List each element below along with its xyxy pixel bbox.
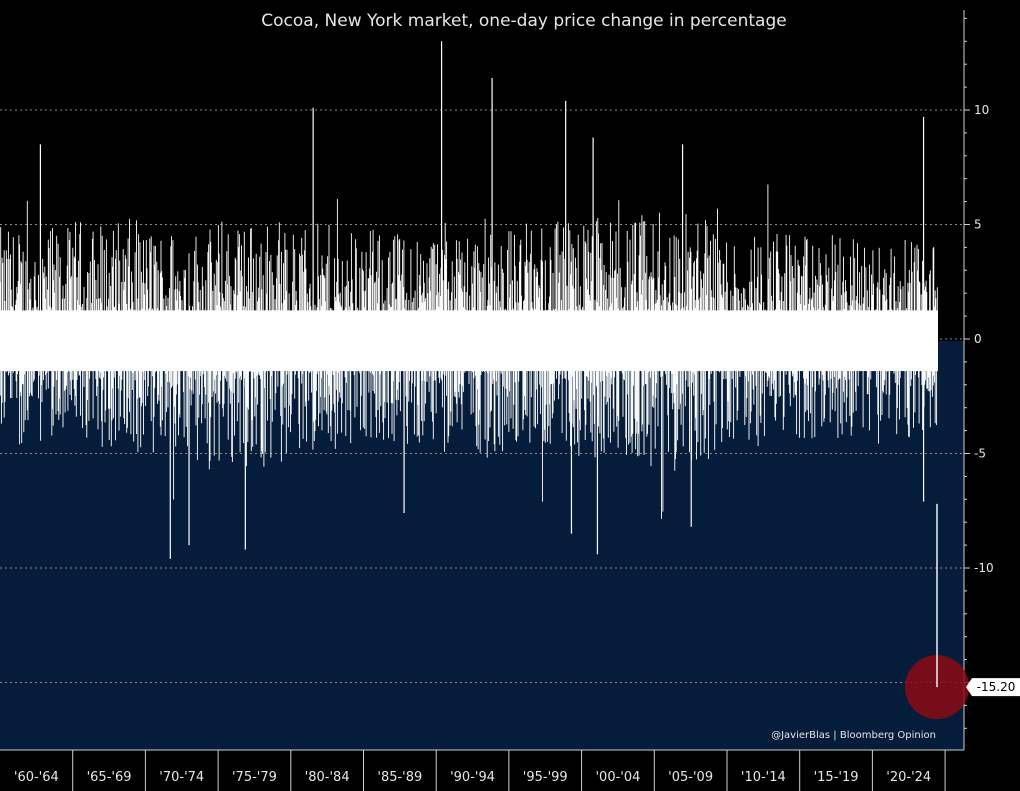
callout: -15.20 xyxy=(905,503,1020,720)
chart-title: Cocoa, New York market, one-day price ch… xyxy=(261,11,786,31)
credit-text: @JavierBlas | Bloomberg Opinion xyxy=(771,730,936,741)
x-tick-label: '60-'64 xyxy=(14,770,59,785)
x-tick-label: '70-'74 xyxy=(159,770,204,785)
x-tick-label: '85-'89 xyxy=(377,770,422,785)
x-tick-label: '65-'69 xyxy=(87,770,132,785)
y-tick-label: -10 xyxy=(974,561,994,575)
tick-labels: 10 5 0 -5 -10 '60-'64 '65-'69 '70-'74 '75-'79 '80… xyxy=(14,103,994,785)
y-tick-label: 0 xyxy=(974,332,982,346)
x-tick-label: '80-'84 xyxy=(305,770,350,785)
axes xyxy=(0,10,970,791)
central-band xyxy=(0,310,938,372)
x-tick-label: '75-'79 xyxy=(232,770,277,785)
x-tick-label: '00-'04 xyxy=(595,770,640,785)
x-tick-label: '95-'99 xyxy=(523,770,568,785)
callout-value-label: -15.20 xyxy=(977,680,1016,694)
y-tick-label: 5 xyxy=(974,218,982,232)
x-tick-label: '10-'14 xyxy=(741,770,786,785)
x-tick-label: '90-'94 xyxy=(450,770,495,785)
x-tick-label: '15-'19 xyxy=(814,770,859,785)
x-tick-label: '20-'24 xyxy=(886,770,931,785)
area-fill xyxy=(0,341,964,750)
y-tick-label: -5 xyxy=(974,447,986,461)
x-tick-label: '05-'09 xyxy=(668,770,713,785)
y-tick-label: 10 xyxy=(974,103,989,117)
price-change-bars xyxy=(0,41,938,559)
callout-value-box xyxy=(966,678,1020,697)
